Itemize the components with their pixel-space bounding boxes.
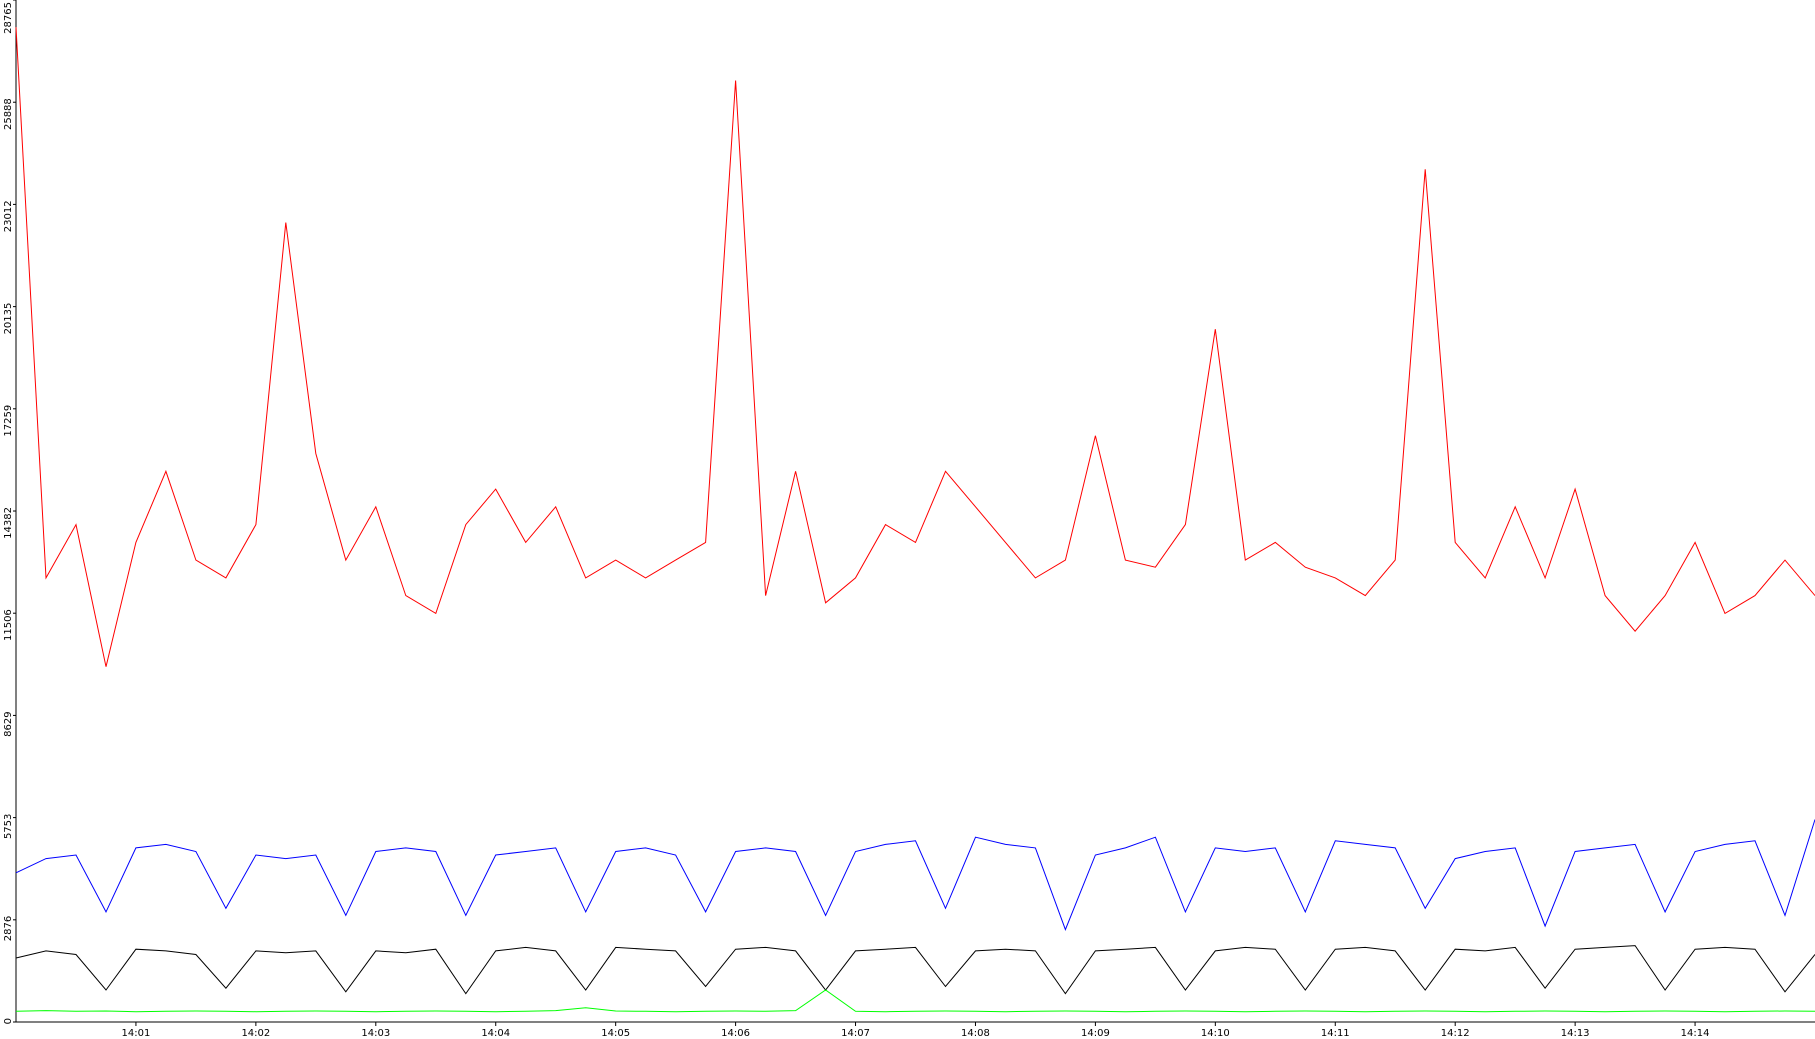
x-tick-label: 14:07 — [841, 1028, 870, 1039]
y-tick-label: 23012 — [3, 200, 14, 232]
y-tick-label: 25888 — [3, 98, 14, 130]
x-tick-label: 14:08 — [961, 1028, 990, 1039]
x-tick-label: 14:12 — [1441, 1028, 1470, 1039]
x-tick-label: 14:14 — [1681, 1028, 1710, 1039]
x-tick-label: 14:04 — [481, 1028, 510, 1039]
series-line — [15, 27, 1815, 667]
series-line — [15, 819, 1815, 931]
x-tick-label: 14:09 — [1081, 1028, 1110, 1039]
y-tick-label: 11506 — [3, 609, 14, 641]
x-tick-label: 14:01 — [122, 1028, 151, 1039]
x-tick-label: 14:11 — [1321, 1028, 1350, 1039]
series-line — [15, 989, 1815, 1013]
y-tick-label: 28765 — [3, 2, 14, 34]
y-tick-label: 2876 — [3, 916, 14, 941]
y-tick-label: 8629 — [3, 711, 14, 736]
series-line — [15, 945, 1815, 995]
x-tick-label: 14:02 — [241, 1028, 270, 1039]
y-tick-label: 20135 — [3, 303, 14, 335]
y-tick-label: 5753 — [3, 814, 14, 839]
x-tick-label: 14:10 — [1201, 1028, 1230, 1039]
x-tick-label: 14:06 — [721, 1028, 750, 1039]
y-tick-label: 17259 — [3, 405, 14, 437]
y-tick-label: 0 — [3, 1018, 14, 1024]
y-tick-label: 14382 — [3, 507, 14, 539]
x-tick-label: 14:13 — [1561, 1028, 1590, 1039]
x-tick-label: 14:03 — [361, 1028, 390, 1039]
x-tick-label: 14:05 — [601, 1028, 630, 1039]
